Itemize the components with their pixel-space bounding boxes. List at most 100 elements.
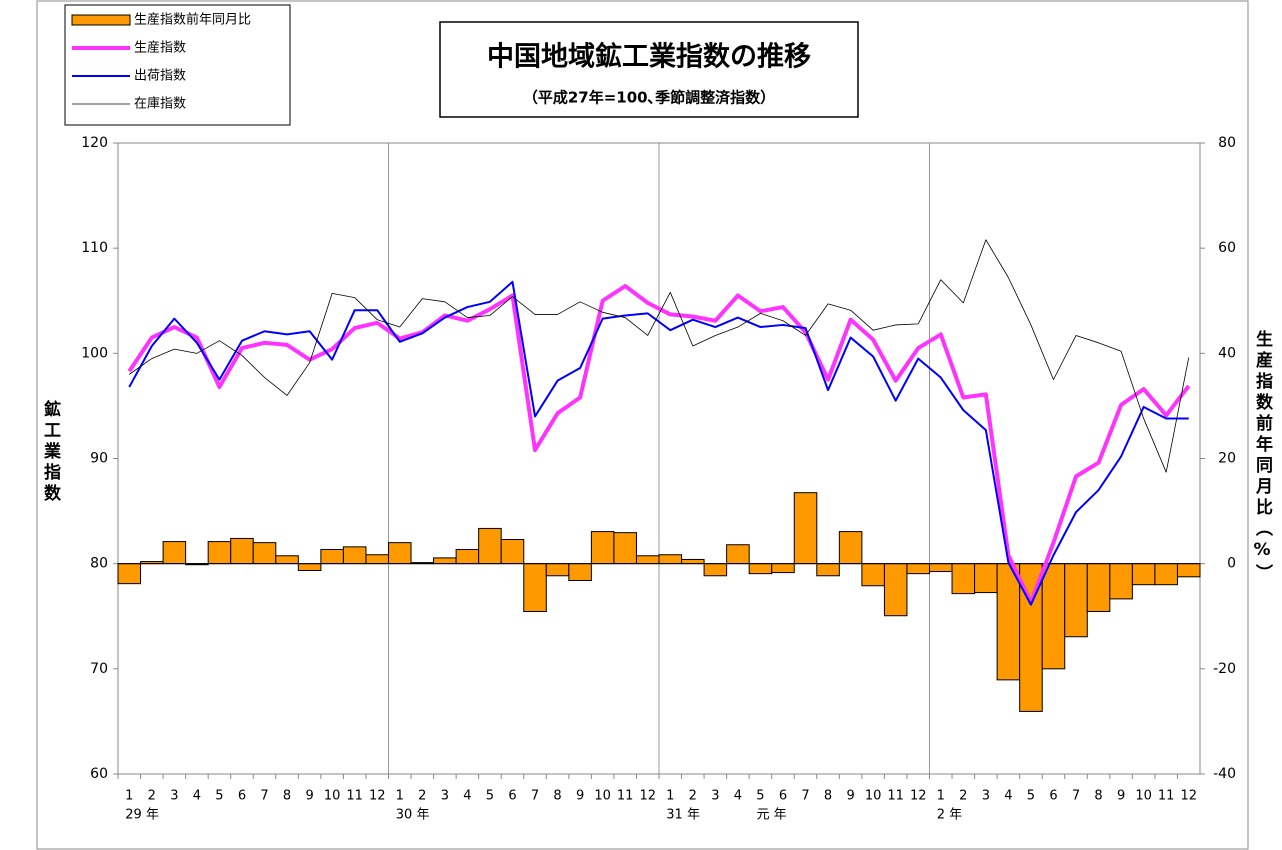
bar — [613, 532, 637, 565]
x-tick-label: 4 — [1004, 789, 1012, 804]
chart-subtitle: （平成27年=100､季節調整済指数） — [523, 89, 775, 107]
y-tick-label: 120 — [81, 135, 108, 151]
x-tick-label: 2 — [689, 789, 697, 804]
x-tick-label: 11 — [617, 789, 634, 804]
x-tick-label: 7 — [260, 789, 268, 804]
x-tick-label: 10 — [594, 789, 611, 804]
x-tick-label: 11 — [1158, 789, 1175, 804]
x-tick-label: 1 — [396, 789, 404, 804]
year-label: 31 年 — [666, 808, 700, 823]
bar — [275, 555, 299, 565]
x-tick-label: 7 — [1072, 789, 1080, 804]
bar — [929, 563, 953, 573]
x-tick-label: 11 — [346, 789, 363, 804]
x-tick-label: 10 — [324, 789, 341, 804]
bar — [388, 542, 412, 565]
bar — [974, 563, 998, 594]
x-tick-label: 12 — [1180, 789, 1197, 804]
y2-tick-label: 40 — [1218, 345, 1236, 361]
x-tick-label: 5 — [486, 789, 494, 804]
bar — [207, 541, 232, 565]
year-label: 元 年 — [756, 808, 786, 823]
y2-tick-label: 20 — [1218, 451, 1236, 467]
x-tick-label: 12 — [910, 789, 927, 804]
x-tick-label: 10 — [865, 789, 882, 804]
chart-frame — [36, 0, 1249, 850]
title-box — [439, 21, 859, 118]
y2-tick-label: -40 — [1213, 766, 1236, 782]
y2-tick-label: 60 — [1218, 240, 1236, 256]
bar — [1064, 563, 1088, 638]
y-tick-label: 90 — [90, 451, 108, 467]
line-series — [129, 239, 1190, 473]
bar — [1154, 563, 1178, 586]
bar — [230, 537, 254, 565]
legend-label: 出荷指数 — [134, 69, 186, 84]
x-tick-label: 12 — [639, 789, 656, 804]
x-tick-label: 12 — [369, 789, 386, 804]
x-tick-label: 3 — [441, 789, 449, 804]
legend-label: 生産指数前年同月比 — [134, 12, 251, 28]
x-tick-label: 1 — [666, 789, 674, 804]
year-label: 30 年 — [396, 808, 430, 823]
x-tick-label: 5 — [756, 789, 764, 804]
y-axis-label: 鉱工業指数 — [40, 399, 61, 505]
bar — [861, 563, 885, 587]
bar — [1176, 563, 1201, 578]
bar — [320, 548, 344, 565]
year-label: 2 年 — [937, 808, 962, 823]
bar — [252, 542, 277, 565]
legend-label: 生産指数 — [134, 40, 186, 56]
bar — [117, 563, 142, 585]
x-tick-label: 6 — [508, 789, 516, 804]
bar — [455, 548, 480, 565]
x-tick-label: 6 — [779, 789, 787, 804]
bar — [478, 527, 502, 565]
bar — [793, 492, 818, 565]
x-tick-label: 9 — [846, 789, 854, 804]
bar — [590, 531, 615, 565]
x-tick-label: 3 — [170, 789, 178, 804]
y2-tick-label: 80 — [1218, 135, 1236, 151]
bar — [162, 541, 187, 565]
x-tick-label: 6 — [238, 789, 246, 804]
bar — [1086, 563, 1111, 613]
bar — [951, 563, 976, 595]
x-tick-label: 9 — [305, 789, 313, 804]
bar — [883, 563, 908, 617]
x-tick-label: 3 — [711, 789, 719, 804]
x-tick-label: 7 — [801, 789, 809, 804]
bar — [658, 554, 683, 565]
bar — [906, 563, 930, 575]
y-tick-label: 80 — [90, 556, 108, 572]
x-tick-label: 4 — [193, 789, 201, 804]
bar — [681, 558, 705, 565]
x-tick-label: 1 — [125, 789, 133, 804]
x-tick-label: 5 — [215, 789, 223, 804]
y-tick-label: 70 — [90, 661, 108, 677]
x-tick-label: 6 — [1049, 789, 1057, 804]
bar — [703, 563, 728, 577]
bar — [523, 563, 547, 613]
x-tick-label: 8 — [283, 789, 291, 804]
x-tick-label: 8 — [824, 789, 832, 804]
x-tick-label: 8 — [553, 789, 561, 804]
x-tick-label: 11 — [887, 789, 904, 804]
bar — [838, 531, 863, 565]
bar — [816, 563, 840, 577]
x-tick-label: 4 — [734, 789, 742, 804]
x-tick-label: 5 — [1027, 789, 1035, 804]
bar — [635, 555, 660, 565]
x-tick-label: 2 — [418, 789, 426, 804]
y2-tick-label: -20 — [1213, 661, 1236, 677]
x-tick-label: 2 — [959, 789, 967, 804]
y-tick-label: 100 — [81, 345, 108, 361]
bar — [1131, 563, 1156, 586]
bar — [545, 563, 570, 577]
bar — [297, 563, 322, 572]
y-tick-label: 110 — [81, 240, 108, 256]
x-tick-label: 8 — [1094, 789, 1102, 804]
bar — [342, 546, 367, 565]
bar — [365, 554, 390, 565]
